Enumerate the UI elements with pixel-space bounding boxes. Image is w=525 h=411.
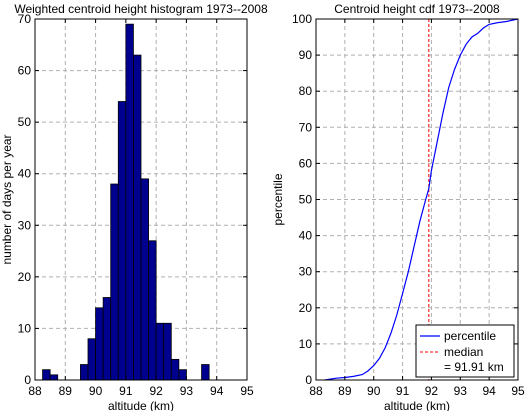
x-tick-label: 93: [180, 384, 194, 398]
y-tick-label: 0: [305, 373, 312, 387]
histogram-title: Weighted centroid height histogram 1973-…: [14, 2, 268, 16]
cdf-y-axis-label: percentile: [271, 173, 285, 225]
y-tick-label: 30: [299, 265, 313, 279]
y-tick-label: 20: [18, 270, 32, 284]
x-tick-label: 89: [59, 384, 73, 398]
x-tick-label: 93: [454, 384, 468, 398]
histogram-bar: [49, 374, 59, 381]
cdf-panel: 88 89 90 91 92 93 94 95 0102030405060708090100 …: [271, 2, 525, 411]
x-tick-label: 90: [367, 384, 381, 398]
histogram-bar: [140, 178, 149, 381]
histogram-bar: [155, 322, 165, 381]
histogram-bar: [125, 23, 134, 381]
x-tick-label: 95: [240, 384, 254, 398]
y-tick-label: 20: [299, 301, 313, 315]
y-tick-label: 50: [18, 115, 32, 129]
y-tick-label: 60: [18, 64, 32, 78]
legend-label-median: median: [444, 345, 483, 359]
histogram-bar: [163, 322, 172, 381]
histogram-bar: [133, 54, 142, 381]
histogram-panel: 88 89 90 91 92 93 94 95 0 10 20 30 40 50 60 70 Weighte…: [0, 2, 268, 411]
histogram-bar: [117, 101, 127, 381]
y-tick-label: 50: [299, 193, 313, 207]
x-tick-label: 95: [511, 384, 525, 398]
histogram-y-ticks: 0 10 20 30 40 50 60 70: [18, 12, 247, 387]
y-tick-label: 70: [18, 12, 32, 26]
histogram-bar: [178, 369, 187, 381]
x-tick-label: 90: [89, 384, 103, 398]
y-tick-label: 70: [299, 120, 313, 134]
legend-box: [415, 324, 515, 378]
histogram-axes-frame: [34, 18, 248, 381]
cdf-x-ticks: 88 89 90 91 92 93 94 95: [309, 19, 525, 398]
y-tick-label: 90: [299, 48, 313, 62]
histogram-bars: [42, 23, 210, 381]
y-tick-label: 100: [292, 12, 312, 26]
cdf-x-axis-label: altitude (km): [384, 399, 450, 411]
histogram-bar: [201, 364, 210, 381]
histogram-x-axis-label: altitude (km): [108, 399, 174, 411]
histogram-bar: [110, 183, 119, 381]
x-tick-label: 92: [149, 384, 163, 398]
x-tick-label: 91: [119, 384, 133, 398]
legend-label-median-value: = 91.91 km: [444, 360, 504, 374]
percentile-line: [324, 18, 519, 381]
y-tick-label: 40: [18, 167, 32, 181]
cdf-legend: percentile median = 91.91 km: [415, 324, 515, 378]
histogram-bar: [148, 240, 157, 381]
cdf-y-ticks: 0 10 20 30 40 50 60 70 80 90 100: [292, 12, 518, 387]
histogram-bar: [80, 364, 89, 381]
x-tick-label: 91: [396, 384, 410, 398]
y-tick-label: 0: [24, 373, 31, 387]
histogram-bar: [95, 307, 104, 381]
cdf-title: Centroid height cdf 1973--2008: [334, 2, 500, 16]
y-tick-label: 10: [299, 337, 313, 351]
y-tick-label: 10: [18, 321, 32, 335]
histogram-bar: [170, 358, 180, 381]
histogram-bar: [102, 297, 112, 381]
histogram-x-ticks: 88 89 90 91 92 93 94 95: [28, 19, 254, 398]
legend-label-percentile: percentile: [444, 329, 496, 343]
histogram-y-axis-label: number of days per year: [0, 134, 14, 264]
x-tick-label: 94: [210, 384, 224, 398]
y-tick-label: 30: [18, 218, 32, 232]
y-tick-label: 80: [299, 84, 313, 98]
x-tick-label: 92: [425, 384, 439, 398]
y-tick-label: 40: [299, 229, 313, 243]
x-tick-label: 88: [28, 384, 42, 398]
x-tick-label: 88: [309, 384, 323, 398]
histogram-bar: [87, 338, 96, 381]
x-tick-label: 94: [482, 384, 496, 398]
histogram-bar: [42, 369, 51, 381]
x-tick-label: 89: [338, 384, 352, 398]
y-tick-label: 60: [299, 156, 313, 170]
